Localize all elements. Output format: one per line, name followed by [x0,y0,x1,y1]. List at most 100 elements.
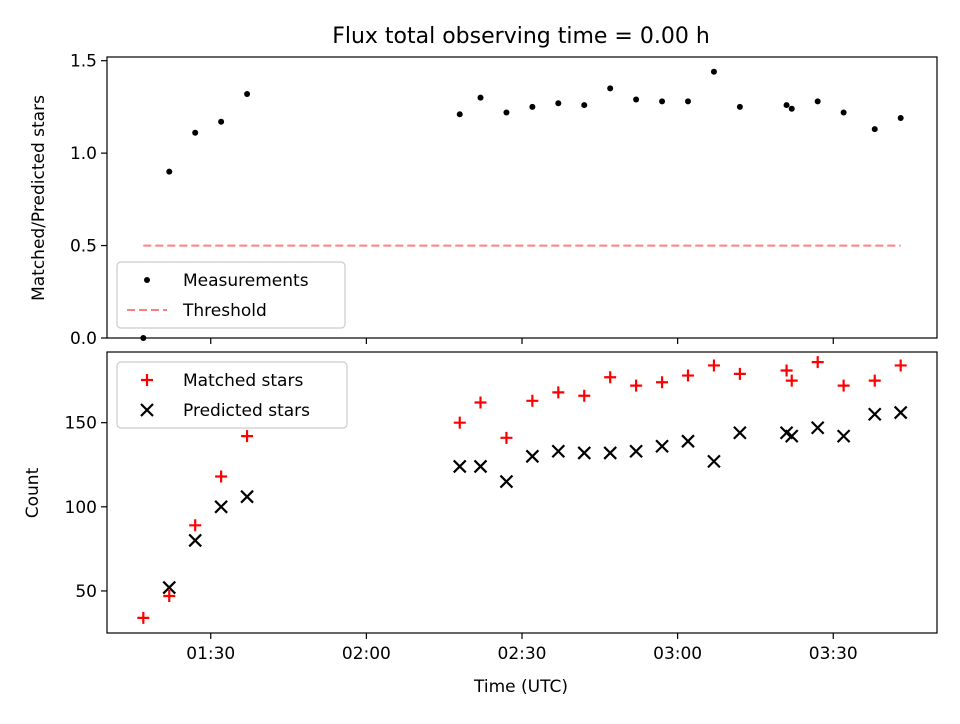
data-point [814,98,821,105]
data-point [577,446,592,460]
x-tick-label: 03:30 [809,644,858,664]
legend-label: Measurements [183,271,309,291]
panel-count: 50 100 150 01:30 02:00 02:30 03:00 03:30 Matched… [65,351,938,664]
legend-swatch [141,374,153,386]
top-y-axis-label: Matched/Predicted stars [29,95,49,301]
data-point [452,459,467,474]
data-point [525,449,540,464]
data-point [244,90,251,97]
data-point [551,444,566,459]
y-tick-label: 1.5 [70,52,97,72]
data-point [581,102,588,109]
data-point [783,102,790,109]
x-tick-label: 02:00 [342,644,391,664]
data-point [836,429,851,443]
data-point [578,389,591,402]
x-tick-label: 03:00 [653,644,702,664]
data-point [656,376,669,389]
legend-label: Threshold [182,301,267,321]
data-point [868,374,881,387]
chart-title: Flux total observing time = 0.00 h [332,24,710,49]
data-point [685,98,691,105]
legend-swatch [144,277,150,283]
data-point [837,379,850,392]
data-point [603,446,617,460]
data-point [682,369,694,382]
data-point [499,474,514,489]
data-point [785,374,798,387]
data-point [780,364,793,377]
y-tick-label: 1.0 [70,144,97,164]
data-point [733,425,747,440]
data-point [189,519,202,532]
legend-label: Predicted stars [183,401,310,421]
data-point [788,105,795,112]
x-tick-label: 01:30 [186,644,235,664]
data-point [707,359,720,372]
data-point [633,96,640,103]
data-point [894,359,907,372]
data-point [214,500,228,514]
legend-box [116,361,348,429]
series-matched-stars [137,356,907,624]
data-point [473,459,488,474]
y-tick-label: 0.5 [70,237,97,257]
data-point [811,356,824,369]
data-point [163,589,176,602]
data-point [555,100,562,107]
data-point [707,454,721,469]
data-point [137,611,150,624]
data-point [192,129,199,136]
data-point [456,111,463,118]
legend: Measurements Threshold [116,261,346,329]
data-point [681,434,695,448]
data-point [453,416,466,429]
legend: Matched stars Predicted stars [116,361,348,429]
data-point [503,109,510,116]
data-point [474,396,487,409]
data-point [897,115,904,122]
data-point [500,431,513,444]
y-tick-label: 0.0 [70,329,97,349]
legend-swatch [140,403,154,417]
data-point [188,533,202,548]
x-tick-label: 02:30 [498,644,547,664]
data-point [867,407,882,422]
data-point [529,103,536,110]
data-point [607,85,614,92]
data-point [871,126,878,133]
series-measurements [140,68,904,341]
data-point [526,394,539,407]
plot-layer: 0.0 0.5 1.0 1.5 Measurements Threshold 50 100 15… [65,52,938,664]
data-point [218,118,225,125]
data-point [552,386,565,399]
data-point [659,98,666,105]
data-point [240,489,254,504]
legend-label: Matched stars [183,371,303,391]
data-point [736,103,743,110]
data-point [710,68,717,75]
data-point [604,371,617,384]
data-point [630,379,643,392]
data-point [784,429,799,443]
y-tick-label: 100 [65,498,97,518]
data-point [166,168,173,175]
data-point [477,94,484,101]
panel-ratio: 0.0 0.5 1.0 1.5 Measurements Threshold [70,52,938,349]
data-point [629,444,643,459]
data-point [733,367,746,380]
data-point [893,405,908,420]
data-point [162,580,177,595]
y-tick-label: 50 [75,582,97,602]
series-predicted-stars [162,405,908,595]
data-point [655,439,669,454]
legend-box [116,261,346,329]
data-point [810,420,825,435]
data-point [241,430,254,443]
y-tick-label: 150 [65,414,97,434]
data-point [840,109,847,116]
bottom-y-axis-label: Count [23,467,43,518]
data-point [215,470,228,483]
x-axis-label: Time (UTC) [473,677,568,697]
